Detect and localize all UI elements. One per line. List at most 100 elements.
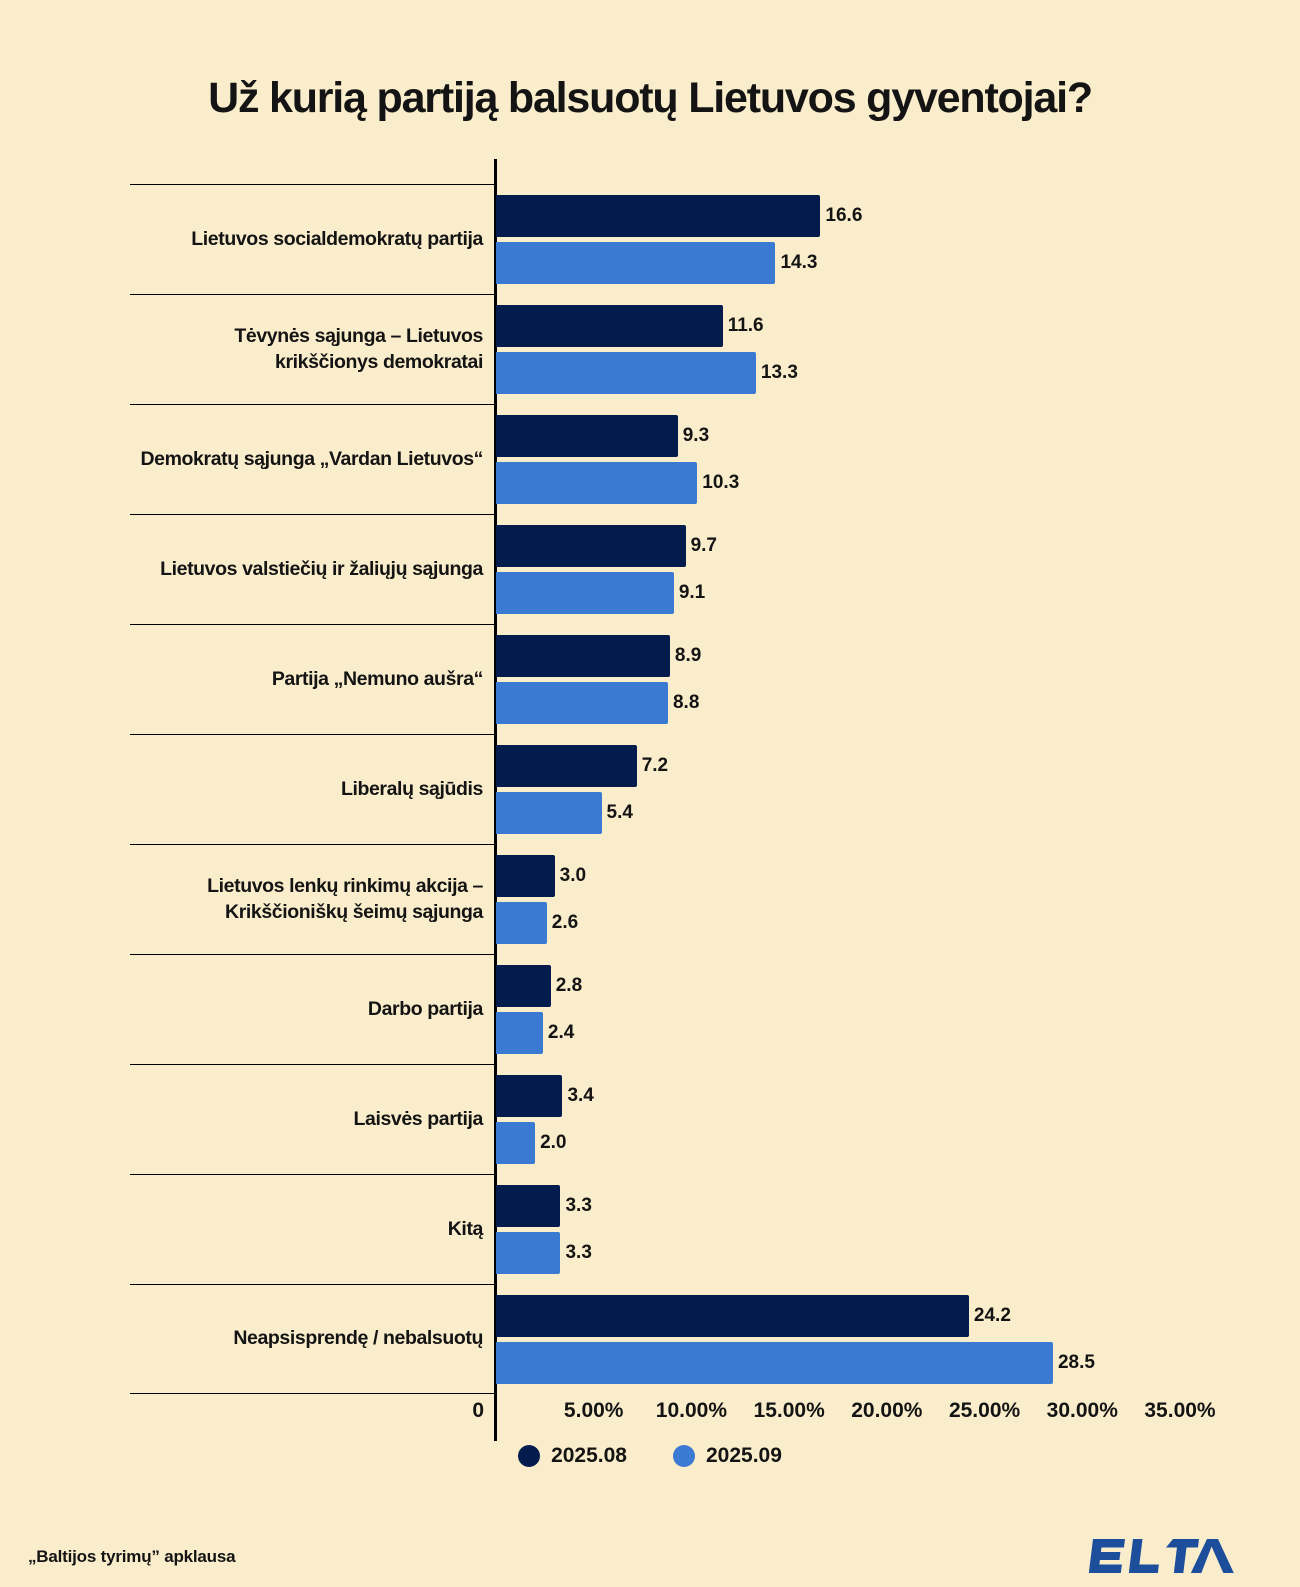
category-label: Lietuvos lenkų rinkimų akcija – Krikščio…: [130, 844, 496, 954]
bar-group: 3.4 2.0: [496, 1064, 1180, 1174]
bar-line-2025-08: 9.7: [496, 524, 1180, 567]
chart-row: Lietuvos lenkų rinkimų akcija – Krikščio…: [130, 844, 1180, 954]
chart-row: Kitą 3.3 3.3: [130, 1174, 1180, 1284]
bar-line-2025-09: 28.5: [496, 1341, 1180, 1384]
bar-line-2025-08: 11.6: [496, 304, 1180, 347]
x-tick: 15.00%: [753, 1399, 825, 1422]
chart-rows: Lietuvos socialdemokratų partija 16.6 14…: [130, 184, 1180, 1394]
bar-line-2025-09: 5.4: [496, 791, 1180, 834]
bar-2025-08: [496, 1074, 563, 1117]
category-label: Lietuvos socialdemokratų partija: [130, 184, 496, 294]
chart-row: Partija „Nemuno aušra“ 8.9 8.8: [130, 624, 1180, 734]
bar-2025-09: [496, 791, 602, 834]
bar-line-2025-09: 2.6: [496, 901, 1180, 944]
bar-2025-08: [496, 414, 678, 457]
bar-2025-08: [496, 634, 670, 677]
elta-logo-icon: [1088, 1539, 1234, 1573]
bar-2025-08: [496, 1294, 969, 1337]
value-label-2025-08: 3.3: [565, 1194, 592, 1216]
bar-line-2025-08: 24.2: [496, 1294, 1180, 1337]
legend-swatch-2025-08-icon: [518, 1445, 541, 1467]
category-label: Lietuvos valstiečių ir žaliųjų sąjunga: [130, 514, 496, 624]
x-axis-ticks: 0 5.00% 10.00% 15.00% 20.00% 25.00% 30.00% 35.0…: [472, 1399, 1215, 1427]
value-label-2025-08: 2.8: [555, 974, 583, 996]
bar-2025-09: [496, 241, 776, 284]
bar-2025-09: [496, 351, 756, 394]
chart-row: Lietuvos socialdemokratų partija 16.6 14…: [130, 184, 1180, 294]
chart-row: Lietuvos valstiečių ir žaliųjų sąjunga 9…: [130, 514, 1180, 624]
bar-line-2025-08: 16.6: [496, 194, 1180, 237]
x-tick: 20.00%: [851, 1399, 923, 1422]
value-label-2025-08: 24.2: [973, 1304, 1011, 1326]
source-note: „Baltijos tyrimų” apklausa: [28, 1547, 236, 1566]
bar-line-2025-09: 2.4: [496, 1011, 1180, 1054]
bar-group: 16.6 14.3: [496, 184, 1180, 294]
bar-line-2025-08: 7.2: [496, 744, 1180, 787]
category-label: Demokratų sąjunga „Vardan Lietuvos“: [130, 404, 496, 514]
bar-2025-08: [496, 194, 821, 237]
category-label: Kitą: [130, 1174, 496, 1284]
x-tick: 35.00%: [1144, 1399, 1216, 1422]
bar-2025-09: [496, 571, 674, 614]
bar-2025-09: [496, 1231, 561, 1274]
bar-group: 3.0 2.6: [496, 844, 1180, 954]
bar-line-2025-09: 8.8: [496, 681, 1180, 724]
bar-line-2025-09: 2.0: [496, 1121, 1180, 1164]
value-label-2025-09: 9.1: [678, 581, 706, 603]
bar-line-2025-08: 3.3: [496, 1184, 1180, 1227]
chart-row: Laisvės partija 3.4 2.0: [130, 1064, 1180, 1174]
bar-group: 2.8 2.4: [496, 954, 1180, 1064]
bar-line-2025-09: 14.3: [496, 241, 1180, 284]
bar-2025-09: [496, 1341, 1053, 1384]
value-label-2025-08: 8.9: [674, 644, 702, 666]
bar-2025-09: [496, 1121, 536, 1164]
bar-2025-08: [496, 964, 551, 1007]
value-label-2025-09: 3.3: [565, 1241, 592, 1263]
x-tick: 5.00%: [563, 1399, 624, 1422]
y-axis-line: [494, 159, 497, 1441]
bar-line-2025-08: 8.9: [496, 634, 1180, 677]
bar-2025-08: [496, 524, 686, 567]
value-label-2025-08: 3.4: [567, 1084, 594, 1106]
x-tick: 30.00%: [1046, 1399, 1118, 1422]
x-tick: 25.00%: [948, 1399, 1021, 1422]
bar-2025-09: [496, 681, 668, 724]
value-label-2025-09: 13.3: [760, 361, 798, 383]
value-label-2025-08: 9.7: [690, 534, 717, 556]
chart-row: Neapsisprendę / nebalsuotų 24.2 28.5: [130, 1284, 1180, 1394]
category-label: Tėvynės sąjunga – Lietuvos krikščionys d…: [130, 294, 496, 404]
bar-2025-08: [496, 304, 723, 347]
bar-group: 7.2 5.4: [496, 734, 1180, 844]
value-label-2025-08: 3.0: [559, 864, 587, 886]
chart-row: Tėvynės sąjunga – Lietuvos krikščionys d…: [130, 294, 1180, 404]
category-label: Laisvės partija: [130, 1064, 496, 1174]
x-tick: 10.00%: [655, 1399, 728, 1422]
bar-2025-09: [496, 901, 547, 944]
x-tick: 0: [472, 1399, 484, 1422]
bar-group: 3.3 3.3: [496, 1174, 1180, 1284]
bar-line-2025-09: 3.3: [496, 1231, 1180, 1274]
value-label-2025-09: 2.6: [551, 911, 579, 933]
value-label-2025-09: 2.4: [547, 1021, 575, 1043]
value-label-2025-08: 16.6: [825, 204, 863, 226]
bar-line-2025-08: 3.4: [496, 1074, 1180, 1117]
chart-title: Už kurią partiją balsuotų Lietuvos gyven…: [208, 74, 1093, 122]
bar-line-2025-08: 2.8: [496, 964, 1180, 1007]
category-label: Partija „Nemuno aušra“: [130, 624, 496, 734]
bar-group: 8.9 8.8: [496, 624, 1180, 734]
value-label-2025-08: 9.3: [682, 424, 710, 446]
bar-line-2025-08: 9.3: [496, 414, 1180, 457]
value-label-2025-08: 7.2: [641, 754, 669, 776]
bar-group: 9.7 9.1: [496, 514, 1180, 624]
bar-group: 24.2 28.5: [496, 1284, 1180, 1394]
category-label: Darbo partija: [130, 954, 496, 1064]
legend-item-2025-08: 2025.08: [518, 1444, 627, 1468]
bar-group: 9.3 10.3: [496, 404, 1180, 514]
chart-row: Liberalų sąjūdis 7.2 5.4: [130, 734, 1180, 844]
value-label-2025-09: 10.3: [702, 471, 740, 493]
chart-row: Demokratų sąjunga „Vardan Lietuvos“ 9.3 …: [130, 404, 1180, 514]
bar-line-2025-09: 10.3: [496, 461, 1180, 504]
value-label-2025-08: 11.6: [727, 314, 764, 336]
chart-row: Darbo partija 2.8 2.4: [130, 954, 1180, 1064]
legend-label-2025-09: 2025.09: [706, 1444, 782, 1467]
